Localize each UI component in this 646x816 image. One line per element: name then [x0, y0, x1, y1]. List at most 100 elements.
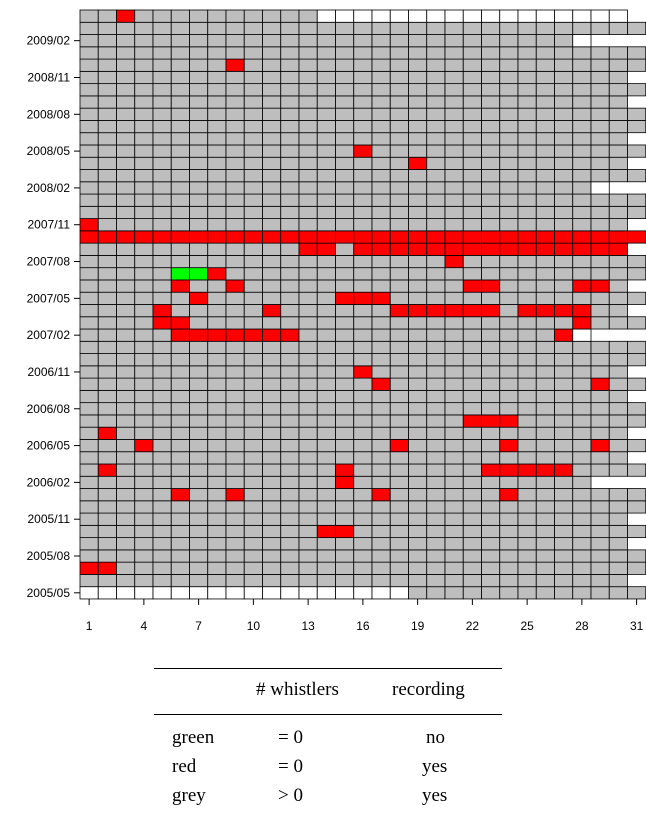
- cell-grey: [572, 463, 592, 477]
- cell-grey: [298, 574, 318, 588]
- cell-grey: [97, 70, 117, 85]
- cell-grey: [335, 316, 355, 330]
- cell-grey: [134, 475, 154, 489]
- cell-grey: [280, 169, 300, 183]
- cell-red: [189, 328, 209, 342]
- cell-grey: [170, 475, 190, 489]
- cell-grey: [572, 561, 592, 575]
- cell-grey: [280, 291, 300, 305]
- cell-grey: [444, 156, 464, 170]
- cell-grey: [97, 144, 117, 158]
- cell-grey: [608, 316, 628, 330]
- cell-grey: [408, 340, 428, 354]
- cell-grey: [262, 389, 282, 404]
- cell-grey: [389, 463, 409, 477]
- cell-grey: [116, 488, 136, 502]
- cell-grey: [627, 254, 646, 269]
- cell-grey: [316, 279, 336, 293]
- cell-grey: [189, 181, 209, 195]
- cell-grey: [353, 132, 373, 146]
- cell-grey: [481, 95, 501, 109]
- cell-grey: [243, 389, 263, 404]
- cell-grey: [189, 169, 209, 183]
- cell-grey: [408, 549, 428, 563]
- cell-grey: [627, 549, 646, 563]
- cell-grey: [554, 340, 574, 354]
- cell-grey: [481, 574, 501, 588]
- cell-grey: [554, 316, 574, 330]
- cell-grey: [97, 377, 117, 391]
- cell-grey: [462, 70, 482, 85]
- cell-grey: [608, 254, 628, 269]
- cell-grey: [408, 83, 428, 97]
- cell-grey: [280, 537, 300, 551]
- cell-grey: [298, 389, 318, 404]
- cell-grey: [389, 132, 409, 146]
- cell-grey: [481, 144, 501, 158]
- cell-grey: [335, 58, 355, 72]
- cell-grey: [517, 205, 537, 219]
- cell-grey: [462, 586, 482, 600]
- cell-grey: [262, 169, 282, 183]
- cell-grey: [262, 242, 282, 256]
- cell-grey: [517, 402, 537, 416]
- cell-grey: [444, 353, 464, 367]
- cell-grey: [262, 475, 282, 489]
- cell-grey: [572, 83, 592, 97]
- cell-grey: [499, 512, 519, 526]
- cell-grey: [262, 291, 282, 305]
- cell-grey: [116, 267, 136, 281]
- cell-grey: [408, 144, 428, 158]
- cell-grey: [481, 328, 501, 342]
- cell-grey: [353, 279, 373, 293]
- cell-grey: [225, 340, 245, 354]
- cell-grey: [97, 291, 117, 305]
- cell-grey: [316, 414, 336, 428]
- cell-grey: [207, 107, 227, 121]
- y-tick-label: 2008/08: [27, 107, 71, 121]
- cell-red: [426, 230, 446, 244]
- cell-grey: [426, 377, 446, 391]
- cell-grey: [572, 500, 592, 514]
- cell-empty: [371, 586, 391, 600]
- cell-grey: [590, 586, 610, 600]
- cell-grey: [590, 218, 610, 232]
- cell-grey: [316, 107, 336, 121]
- cell-grey: [462, 402, 482, 416]
- cell-grey: [207, 70, 227, 85]
- cell-grey: [280, 9, 300, 23]
- cell-grey: [408, 463, 428, 477]
- cell-grey: [389, 451, 409, 465]
- cell-grey: [444, 475, 464, 489]
- cell-grey: [243, 218, 263, 232]
- cell-grey: [554, 83, 574, 97]
- cell-grey: [408, 107, 428, 121]
- cell-grey: [316, 328, 336, 342]
- cell-grey: [134, 21, 154, 35]
- calendar-heatmap: 2009/022008/112008/082008/052008/022007/…: [27, 9, 646, 660]
- y-tick-label: 2005/11: [28, 512, 71, 526]
- cell-grey: [170, 574, 190, 588]
- cell-grey: [481, 561, 501, 575]
- cell-grey: [79, 9, 99, 23]
- cell-grey: [189, 463, 209, 477]
- cell-empty: [389, 9, 409, 23]
- cell-grey: [262, 574, 282, 588]
- cell-grey: [481, 83, 501, 97]
- cell-grey: [517, 156, 537, 170]
- cell-grey: [316, 291, 336, 305]
- cell-grey: [225, 21, 245, 35]
- cell-empty: [316, 586, 336, 600]
- cell-grey: [170, 95, 190, 109]
- cell-grey: [590, 561, 610, 575]
- cell-grey: [462, 512, 482, 526]
- cell-grey: [207, 254, 227, 269]
- cell-grey: [389, 107, 409, 121]
- cell-grey: [316, 340, 336, 354]
- y-tick-label: 2005/08: [27, 549, 71, 563]
- cell-red: [554, 242, 574, 256]
- x-tick-label: 31: [630, 619, 644, 633]
- cell-grey: [79, 156, 99, 170]
- cell-grey: [207, 181, 227, 195]
- cell-grey: [590, 340, 610, 354]
